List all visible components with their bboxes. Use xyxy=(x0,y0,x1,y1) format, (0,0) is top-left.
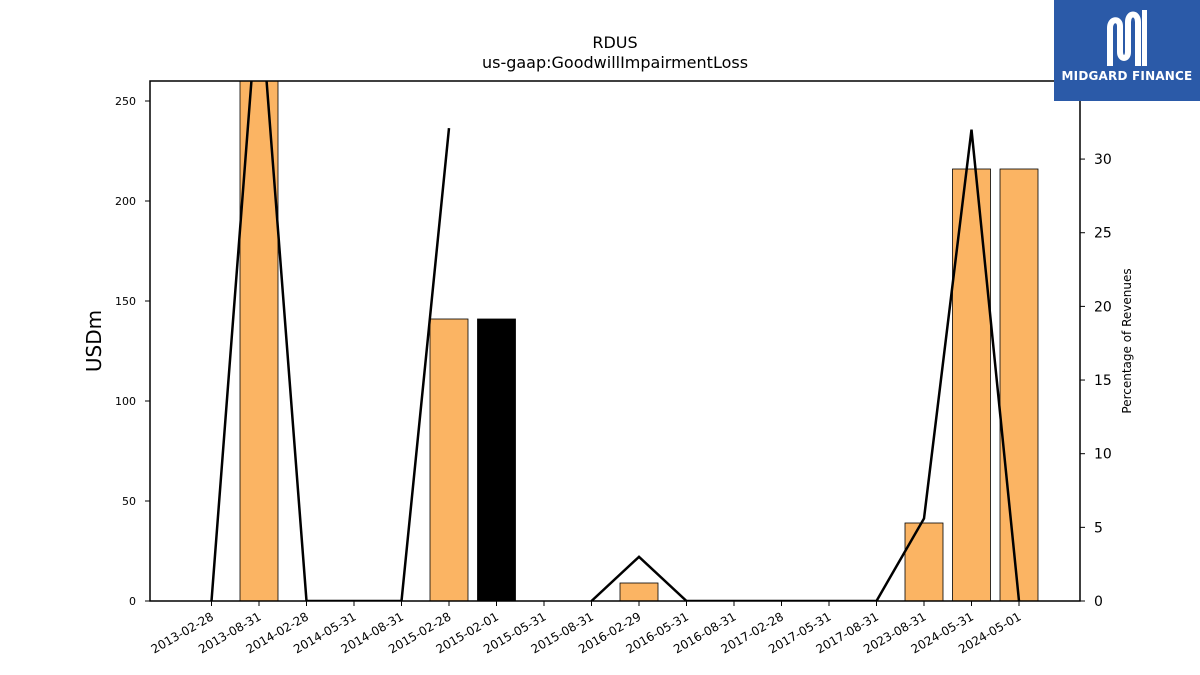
y2-tick-label: 5 xyxy=(1094,520,1103,536)
y-tick-label: 50 xyxy=(122,495,136,508)
logo-mark-icon xyxy=(1107,10,1147,66)
y2-tick-label: 20 xyxy=(1094,299,1112,315)
series-line xyxy=(210,81,451,601)
logo-text: MIDGARD FINANCE xyxy=(1061,69,1193,83)
y2-tick-label: 15 xyxy=(1094,373,1112,389)
brand-logo: MIDGARD FINANCE xyxy=(1054,0,1200,101)
y-axis-label: USDm xyxy=(82,310,106,372)
plot-frame xyxy=(149,80,1081,602)
bar xyxy=(239,81,279,601)
y-tick-label: 200 xyxy=(115,195,136,208)
chart-subtitle: us-gaap:GoodwillImpairmentLoss xyxy=(482,53,748,72)
y-tick-label: 150 xyxy=(115,295,136,308)
series-line xyxy=(590,129,1021,601)
y-tick-label: 100 xyxy=(115,395,136,408)
y2-tick-label: 10 xyxy=(1094,447,1112,463)
bar xyxy=(429,318,469,601)
chart-title: RDUS xyxy=(592,33,637,52)
y2-tick-label: 25 xyxy=(1094,226,1112,242)
bar xyxy=(904,522,944,601)
y-tick-label: 250 xyxy=(115,95,136,108)
y2-axis-label: Percentage of Revenues xyxy=(1120,268,1134,413)
y-tick-label: 0 xyxy=(129,595,136,608)
bar xyxy=(619,582,659,601)
y2-tick-label: 0 xyxy=(1094,594,1103,610)
bar xyxy=(999,168,1039,601)
bar xyxy=(477,318,516,601)
y2-tick-label: 30 xyxy=(1094,152,1112,168)
